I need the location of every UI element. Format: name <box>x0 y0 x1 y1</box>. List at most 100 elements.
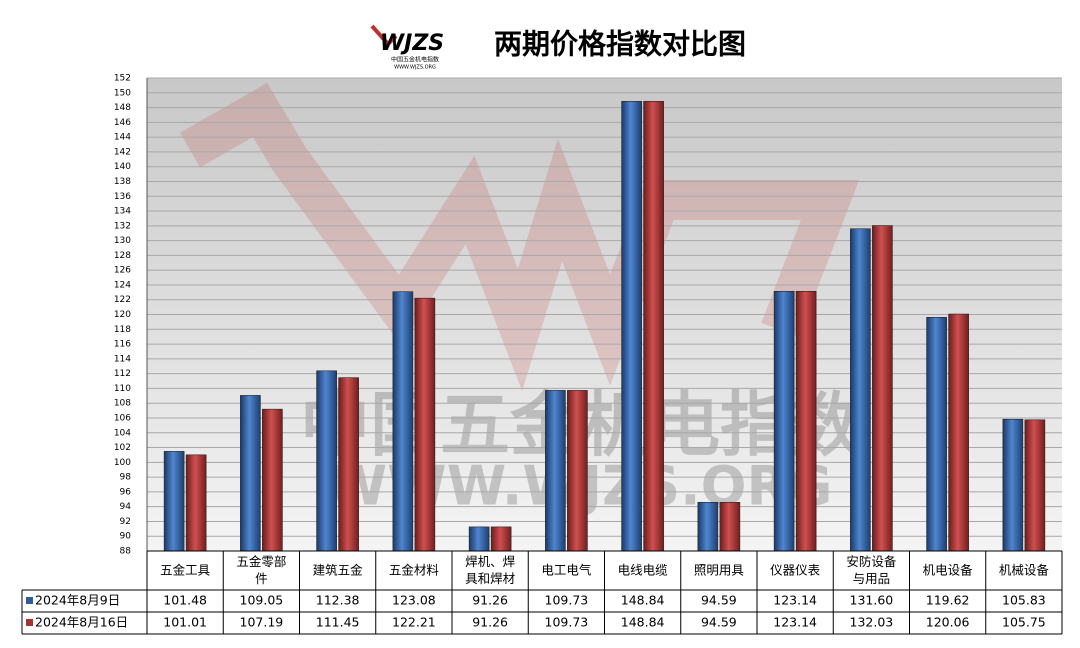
bar <box>719 501 741 552</box>
value-label: 131.60 <box>850 593 894 608</box>
y-tick-label: 142 <box>114 147 131 157</box>
y-tick-label: 108 <box>114 399 131 409</box>
logo-arrow <box>370 24 398 47</box>
watermark-shape <box>180 82 860 392</box>
x-tick-label: 建筑五金 <box>313 563 364 578</box>
value-label: 148.84 <box>621 615 665 630</box>
y-tick-label: 118 <box>114 325 131 335</box>
logo-url: WWW.WJZS.ORG <box>394 65 436 71</box>
value-label: 123.08 <box>392 593 436 608</box>
bar <box>414 297 436 552</box>
x-tick-label: 机电设备 <box>923 563 974 578</box>
logo-mark: WJZS <box>380 31 444 56</box>
value-label: 119.62 <box>926 593 970 608</box>
value-label: 112.38 <box>316 593 360 608</box>
value-label: 120.06 <box>926 615 970 630</box>
value-label: 105.83 <box>1002 593 1046 608</box>
value-label: 94.59 <box>701 593 737 608</box>
y-tick-label: 114 <box>114 354 131 364</box>
bar <box>872 225 893 552</box>
bar <box>163 451 185 552</box>
value-label: 123.14 <box>773 593 817 608</box>
y-tick-label: 138 <box>114 177 131 187</box>
y-tick-label: 98 <box>120 473 132 483</box>
value-label: 109.73 <box>545 593 589 608</box>
y-tick-label: 96 <box>120 487 132 497</box>
x-tick-label: 五金材料 <box>389 563 440 578</box>
x-tick-label: 仪器仪表 <box>770 563 821 578</box>
y-tick-label: 106 <box>114 413 131 423</box>
y-tick-label: 88 <box>120 547 132 557</box>
bar <box>643 101 664 552</box>
legend-label: 2024年8月9日 <box>35 593 120 608</box>
y-tick-label: 132 <box>114 221 131 231</box>
y-tick-label: 112 <box>114 369 131 379</box>
value-label: 148.84 <box>621 593 665 608</box>
y-tick-label: 152 <box>114 74 131 84</box>
y-tick-label: 110 <box>114 384 131 394</box>
value-label: 107.19 <box>240 615 284 630</box>
legend-swatch <box>26 597 33 604</box>
y-tick-label: 92 <box>120 517 131 527</box>
y-tick-label: 130 <box>114 236 131 246</box>
chart-title: 两期价格指数对比图 <box>494 28 746 61</box>
bar <box>240 395 261 552</box>
value-label: 94.59 <box>701 615 737 630</box>
bar <box>1024 419 1046 552</box>
legend-label: 2024年8月16日 <box>35 615 128 630</box>
value-label: 109.73 <box>545 615 589 630</box>
value-label: 101.01 <box>163 615 207 630</box>
y-tick-label: 120 <box>114 310 131 320</box>
y-tick-label: 94 <box>120 502 132 512</box>
y-tick-label: 150 <box>114 88 131 98</box>
y-tick-label: 116 <box>114 340 131 350</box>
value-label: 105.75 <box>1002 615 1046 630</box>
y-tick-label: 122 <box>114 295 131 305</box>
x-tick-label: 五金工具 <box>160 563 211 578</box>
y-tick-label: 124 <box>114 280 131 290</box>
bar <box>1002 418 1024 552</box>
x-tick-label: 安防设备与用品 <box>846 554 897 586</box>
bar <box>490 526 512 552</box>
x-tick-label: 焊机、焊具和焊材 <box>465 554 515 586</box>
bar <box>621 101 642 552</box>
y-tick-label: 148 <box>114 103 131 113</box>
logo: WJZS 中国五金机电指数 WWW.WJZS.ORG <box>370 24 444 71</box>
bar <box>338 377 359 552</box>
bar <box>392 291 414 552</box>
y-tick-label: 146 <box>114 118 131 128</box>
y-tick-label: 104 <box>114 428 131 438</box>
value-label: 91.26 <box>472 615 508 630</box>
y-tick-label: 140 <box>114 162 131 172</box>
y-tick-label: 100 <box>114 458 131 468</box>
logo-caption: 中国五金机电指数 <box>391 56 439 64</box>
bar <box>468 526 490 552</box>
bar <box>697 501 719 552</box>
value-label: 122.21 <box>392 615 436 630</box>
x-tick-label: 电工电气 <box>541 563 592 578</box>
x-tick-label: 电线电缆 <box>618 563 669 578</box>
value-label: 123.14 <box>773 615 817 630</box>
bar <box>567 390 588 552</box>
bar <box>795 290 817 552</box>
y-tick-label: 102 <box>114 443 131 453</box>
y-tick-label: 126 <box>114 266 131 276</box>
legend-swatch <box>26 619 33 626</box>
value-label: 109.05 <box>240 593 284 608</box>
y-tick-label: 136 <box>114 192 131 202</box>
y-tick-label: 134 <box>114 207 131 217</box>
bar <box>948 313 969 552</box>
bar <box>316 370 337 552</box>
value-label: 132.03 <box>850 615 894 630</box>
y-tick-label: 90 <box>120 532 132 542</box>
y-tick-label: 144 <box>114 133 131 143</box>
x-tick-label: 机械设备 <box>999 563 1050 578</box>
bar <box>926 317 947 552</box>
value-label: 91.26 <box>472 593 508 608</box>
bar <box>773 290 795 552</box>
value-label: 101.48 <box>163 593 207 608</box>
bar <box>850 228 871 552</box>
bar <box>185 454 207 552</box>
x-tick-label: 照明用具 <box>694 563 745 578</box>
